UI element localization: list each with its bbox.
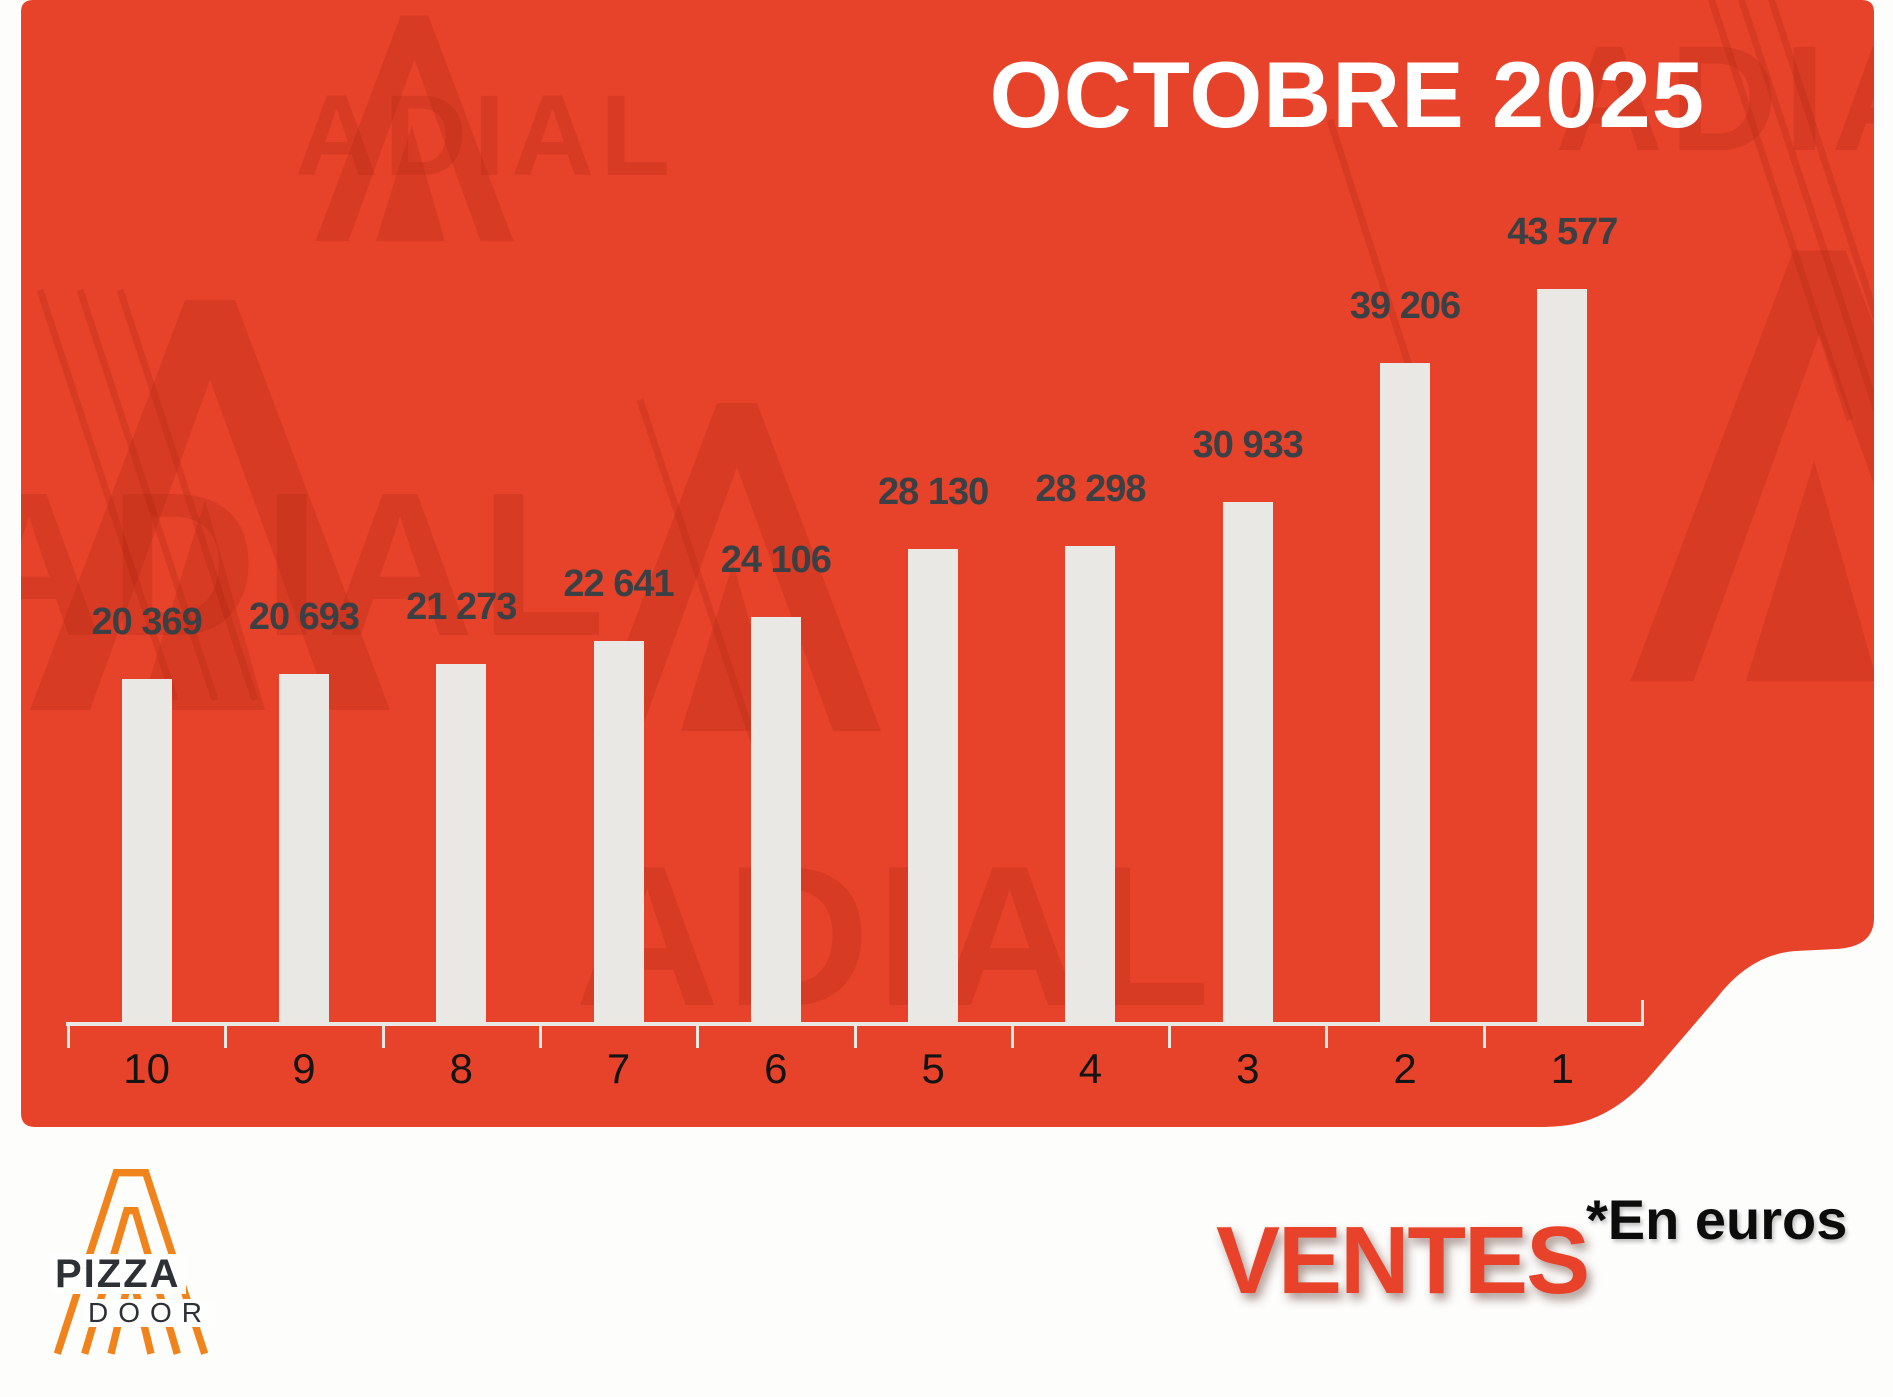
x-axis-tick-label: 4 [1078,1045,1103,1092]
bar [1380,363,1431,1022]
adial-watermark-text: ADIAL [1555,14,1893,182]
bar [750,617,801,1022]
bar [593,641,644,1022]
x-axis-tick [853,1022,857,1048]
x-axis-tick-label: 2 [1393,1045,1417,1092]
x-axis-tick-label: 10 [123,1045,170,1092]
adial-a-watermark [315,15,514,241]
brand-name-door: DOOR [84,1299,216,1327]
bar-value-label: 30 933 [1192,424,1304,466]
ventes-label: VENTES [1216,1207,1590,1314]
chart-title: OCTOBRE 2025 [989,42,1705,147]
x-axis-tick-label: 6 [764,1045,788,1092]
bar-value-label: 24 106 [720,539,832,581]
x-axis-tick [1482,1022,1486,1048]
bar-value-label: 21 273 [406,586,517,628]
x-axis-tick-label: 9 [292,1045,316,1092]
adial-watermark-text: ADIAL [0,450,611,679]
x-axis-tick-label: 8 [449,1045,473,1092]
x-axis-tick-label: 3 [1236,1045,1260,1092]
x-axis-tick-label: 1 [1550,1045,1575,1092]
bar [908,549,959,1022]
x-axis-tick-label: 5 [921,1045,945,1092]
bar-value-label: 20 693 [248,596,360,638]
x-axis-tick [1325,1022,1329,1048]
bar [436,664,487,1022]
adial-a-watermark [1630,250,1874,681]
bar [278,674,329,1022]
bar-value-label: 39 206 [1349,285,1461,327]
bar [1537,289,1588,1022]
x-axis-tick [67,1022,70,1048]
bar-value-label: 20 369 [91,601,203,643]
x-axis-end-tick [1641,1000,1644,1022]
adial-watermark-text: ADIAL [295,72,676,200]
bar [121,679,172,1022]
x-axis-tick-label: 7 [606,1045,631,1092]
bar-value-label: 22 641 [563,563,674,605]
bar-value-label: 28 130 [878,471,989,513]
x-axis-tick [1010,1022,1014,1048]
watermark-stripes [36,0,1874,762]
brand-name-pizza: PIZZA [50,1254,186,1294]
x-axis-tick [1168,1022,1172,1048]
x-axis-tick [538,1022,542,1048]
x-axis-tick [696,1022,700,1048]
bar [1222,502,1273,1022]
unit-note: *En euros [1586,1188,1848,1251]
bar [1065,546,1116,1022]
bar-value-label: 28 298 [1035,468,1146,510]
adial-a-watermark [30,300,390,710]
x-axis-tick [381,1022,385,1048]
x-axis-tick [224,1022,228,1048]
bar-value-label: 43 577 [1507,211,1618,253]
